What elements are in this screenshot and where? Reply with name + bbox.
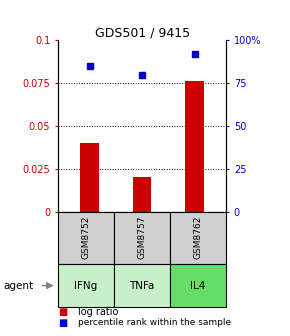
Text: percentile rank within the sample: percentile rank within the sample bbox=[78, 318, 231, 327]
Text: ■: ■ bbox=[58, 307, 67, 318]
Text: ■: ■ bbox=[58, 318, 67, 328]
Bar bbox=[186, 81, 204, 212]
Text: agent: agent bbox=[3, 281, 33, 291]
Text: TNFa: TNFa bbox=[129, 281, 155, 291]
Text: GSM8762: GSM8762 bbox=[194, 216, 203, 259]
Title: GDS501 / 9415: GDS501 / 9415 bbox=[95, 26, 190, 39]
Bar bbox=[80, 143, 99, 212]
Text: log ratio: log ratio bbox=[78, 307, 119, 318]
Text: GSM8752: GSM8752 bbox=[81, 216, 90, 259]
Text: IL4: IL4 bbox=[191, 281, 206, 291]
Bar bbox=[133, 177, 151, 212]
Text: GSM8757: GSM8757 bbox=[137, 216, 147, 259]
Text: IFNg: IFNg bbox=[75, 281, 98, 291]
